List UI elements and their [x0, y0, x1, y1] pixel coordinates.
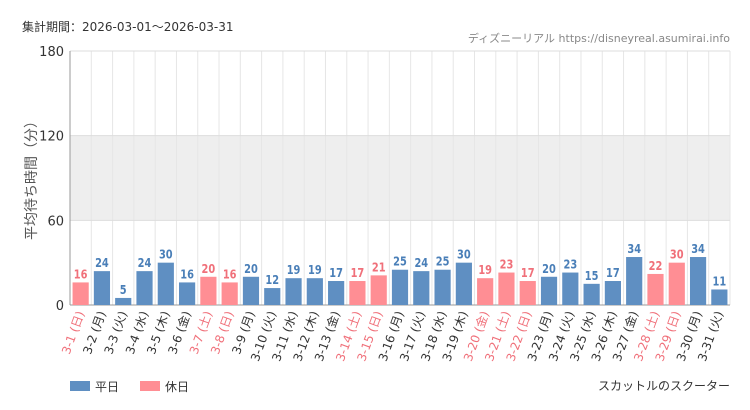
- y-tick-label: 0: [56, 299, 64, 314]
- bar: [391, 269, 409, 305]
- bar-value-label: 30: [159, 248, 173, 262]
- bar-value-label: 23: [500, 258, 514, 272]
- bar-value-label: 19: [478, 263, 492, 277]
- bar-value-label: 20: [244, 262, 258, 276]
- bar-value-label: 16: [223, 267, 237, 281]
- bar: [668, 262, 685, 305]
- bar-value-label: 23: [563, 258, 577, 272]
- bar-value-label: 25: [393, 255, 407, 269]
- bar-value-label: 12: [265, 273, 279, 287]
- bar-value-label: 30: [670, 248, 684, 262]
- bar: [72, 282, 89, 305]
- bar-value-label: 24: [414, 256, 428, 270]
- bar: [200, 276, 217, 305]
- bar: [626, 257, 643, 305]
- bar: [434, 269, 451, 305]
- bar: [93, 271, 111, 305]
- bar: [562, 272, 579, 305]
- bar: [221, 282, 238, 305]
- legend-swatch: [140, 381, 160, 391]
- bar-value-label: 19: [308, 263, 322, 277]
- bar: [264, 288, 281, 305]
- y-axis-label: 平均待ち時間（分）: [24, 114, 40, 240]
- bar-value-label: 34: [627, 242, 641, 256]
- footer-attraction-name: スカットルのスクーター: [598, 379, 730, 393]
- bar: [306, 278, 323, 305]
- bar-value-label: 17: [606, 266, 620, 280]
- legend-label: 平日: [95, 380, 119, 394]
- bar: [285, 278, 302, 305]
- legend-swatch: [70, 381, 90, 391]
- bar: [604, 281, 621, 305]
- bar-value-label: 20: [202, 262, 216, 276]
- bar-value-label: 21: [372, 260, 386, 274]
- bar: [328, 281, 345, 305]
- bar-value-label: 11: [713, 275, 727, 289]
- bar-value-label: 34: [691, 242, 705, 256]
- bar-value-label: 16: [74, 267, 88, 281]
- bar: [413, 271, 430, 305]
- bar: [647, 273, 664, 305]
- bar: [540, 276, 558, 305]
- bar-value-label: 17: [351, 266, 365, 280]
- bar-value-label: 19: [287, 263, 301, 277]
- bar-value-label: 22: [649, 259, 663, 273]
- y-tick-label: 120: [39, 130, 64, 145]
- bar: [477, 278, 494, 305]
- bar-value-label: 20: [542, 262, 556, 276]
- y-tick-label: 180: [39, 45, 64, 60]
- bar: [711, 289, 728, 305]
- bar: [157, 262, 174, 305]
- bar-value-label: 17: [521, 266, 535, 280]
- bar-value-label: 17: [329, 266, 343, 280]
- bar: [498, 272, 515, 305]
- bar: [689, 257, 707, 305]
- bar-value-label: 25: [436, 255, 450, 269]
- bar-value-label: 15: [585, 269, 599, 283]
- bar-value-label: 30: [457, 248, 471, 262]
- bar: [136, 271, 153, 305]
- bar-value-label: 24: [138, 256, 152, 270]
- bar: [583, 283, 600, 305]
- bar-value-label: 5: [120, 283, 127, 297]
- shaded-band: [70, 135, 730, 221]
- period-label: 集計期間：2026-03-01〜2026-03-31: [22, 19, 233, 34]
- y-tick-label: 60: [47, 214, 64, 229]
- bar-value-label: 24: [95, 256, 109, 270]
- source-label: ディズニーリアル https://disneyreal.asumirai.inf…: [468, 31, 730, 45]
- bar: [349, 281, 366, 305]
- legend-label: 休日: [165, 380, 189, 394]
- bar: [370, 275, 387, 305]
- legend: 平日 休日: [70, 380, 189, 394]
- bar: [179, 282, 196, 305]
- bar: [242, 276, 260, 305]
- bar: [115, 297, 132, 305]
- bar: [519, 281, 536, 305]
- bar: [455, 262, 472, 305]
- bar-value-label: 16: [180, 267, 194, 281]
